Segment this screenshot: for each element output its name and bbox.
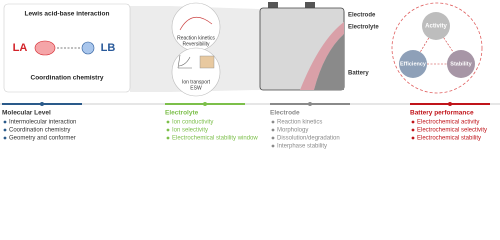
transport-icon [199,55,215,69]
activity-node [422,12,450,40]
timeline-dot [40,102,44,106]
transport-label: ESW [190,85,202,91]
bullet [3,120,7,124]
battery-label: Battery [348,71,369,77]
lewis-title: Lewis acid-base interaction [25,11,110,18]
column-title: Electrolyte [165,110,199,117]
column-title: Electrode [270,110,300,117]
timeline-dot [203,102,207,106]
transport-plot [177,54,192,69]
kinetics-icon [179,16,213,31]
node-label: Stability [450,61,472,67]
bullet [411,136,415,140]
node-label: Efficiency [400,61,427,67]
acid-shape [34,40,56,56]
column-item: Geometry and conformer [9,136,76,142]
columns: Molecular Level Intermolecular interactio… [2,102,490,150]
bullet [411,128,415,132]
bullet [411,120,415,124]
column-item: Morphology [277,128,308,134]
bullet [166,136,170,140]
bullet [271,136,275,140]
battery-terminal [268,2,278,8]
column-title: Molecular Level [2,110,51,117]
base-shape [81,41,95,55]
column-item: Coordination chemistry [9,128,70,134]
lewis-box [3,3,131,93]
battery-label: Electrolyte [348,25,379,31]
column-item: Ion conductivity [172,120,213,126]
electrode-region [314,34,344,90]
node-label: Activity [425,24,447,30]
acid-label: LA [13,42,28,54]
bullet [166,120,170,124]
base-label: LB [101,42,116,54]
battery-terminal [305,2,315,8]
bullet [271,144,275,148]
column-item: Electrochemical stability [417,136,481,142]
electrolyte-band [300,22,344,90]
column-item: Electrochemical selectivity [417,128,487,134]
lewis-subtitle: Coordination chemistry [31,75,104,82]
bullet [166,128,170,132]
column-item: Reaction kinetics [277,120,322,126]
figure: Lewis acid-base interaction LA LB Coordi… [0,2,500,150]
efficiency-node [399,50,427,78]
bullet [271,128,275,132]
column-item: Interphase stability [277,144,327,150]
column-item: Electrochemical activity [417,120,479,126]
column-item: Ion selectivity [172,128,208,134]
kinetics-label: Reversibility [183,41,210,47]
transport-label: Ion transport [182,79,211,85]
column-item: Intermolecular interaction [9,120,76,126]
bullet [3,136,7,140]
stability-node [447,50,475,78]
battery-label: Electrode [348,13,376,19]
timeline-dot [448,102,452,106]
kinetics-label: Reaction kinetics [177,35,215,41]
column-item: Electrochemical stability window [172,136,258,142]
timeline-dot [308,102,312,106]
bullet [3,128,7,132]
column-title: Battery performance [410,110,474,117]
column-item: Dissolution/degradation [277,136,340,142]
bullet [271,120,275,124]
